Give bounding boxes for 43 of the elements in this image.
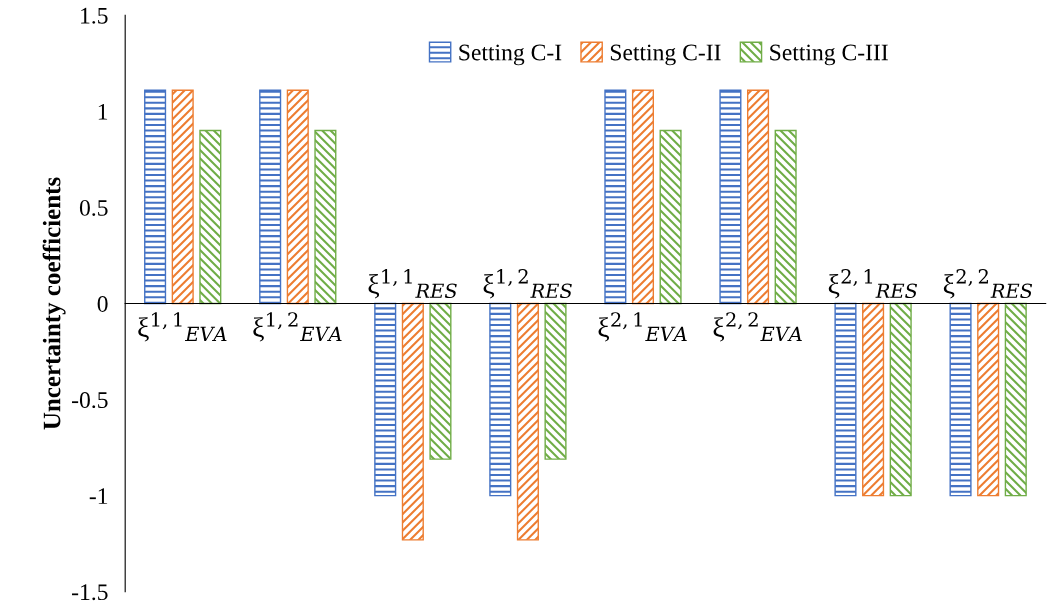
bar — [144, 89, 167, 305]
x-tick-label: ξ$^{1,2}$$_{EVA}$ — [253, 312, 342, 342]
x-tick-label: ξ$^{1,1}$$_{RES}$ — [368, 268, 457, 299]
bar — [604, 89, 627, 305]
bar — [659, 129, 682, 305]
bar — [259, 89, 282, 305]
y-axis-title: Uncertainty coefficients — [42, 177, 66, 430]
bar — [774, 129, 797, 305]
x-tick-label: ξ$^{2,2}$$_{EVA}$ — [713, 312, 802, 342]
x-tick-label: ξ$^{2,2}$$_{RES}$ — [943, 268, 1033, 299]
x-tick-label: ξ$^{1,1}$$_{EVA}$ — [138, 312, 227, 342]
bar — [401, 302, 424, 541]
bar — [746, 89, 770, 305]
bar — [977, 302, 1000, 497]
bar — [374, 302, 397, 497]
legend-label: Setting C-I — [459, 44, 562, 66]
y-tick-label: -1 — [89, 488, 108, 504]
bar — [889, 302, 912, 497]
bar — [949, 302, 972, 497]
bar — [199, 129, 222, 305]
bar — [1004, 302, 1027, 497]
x-tick-label: ξ$^{2,1}$$_{RES}$ — [828, 268, 918, 299]
x-tick-label: ξ$^{2,1}$$_{EVA}$ — [598, 312, 687, 342]
bar — [286, 89, 309, 305]
bar — [429, 302, 452, 460]
bar — [544, 302, 567, 460]
bar — [631, 89, 655, 305]
y-tick-label: -0.5 — [72, 392, 108, 409]
legend-label: Setting C-III — [770, 44, 888, 66]
y-tick-label: 1.5 — [81, 7, 108, 24]
x-tick-label: ξ$^{1,2}$$_{RES}$ — [483, 268, 572, 299]
y-tick-label: 0 — [97, 295, 108, 312]
bar — [171, 89, 194, 305]
bar — [862, 302, 885, 497]
bar — [719, 89, 742, 305]
bar — [516, 302, 539, 541]
y-tick-label: 0.5 — [79, 199, 108, 216]
bar — [314, 129, 337, 305]
bar — [489, 302, 512, 497]
bar — [834, 302, 857, 497]
y-tick-label: -1.5 — [72, 584, 108, 601]
legend-label: Setting C-II — [610, 44, 721, 66]
y-tick-label: 1 — [98, 103, 108, 120]
